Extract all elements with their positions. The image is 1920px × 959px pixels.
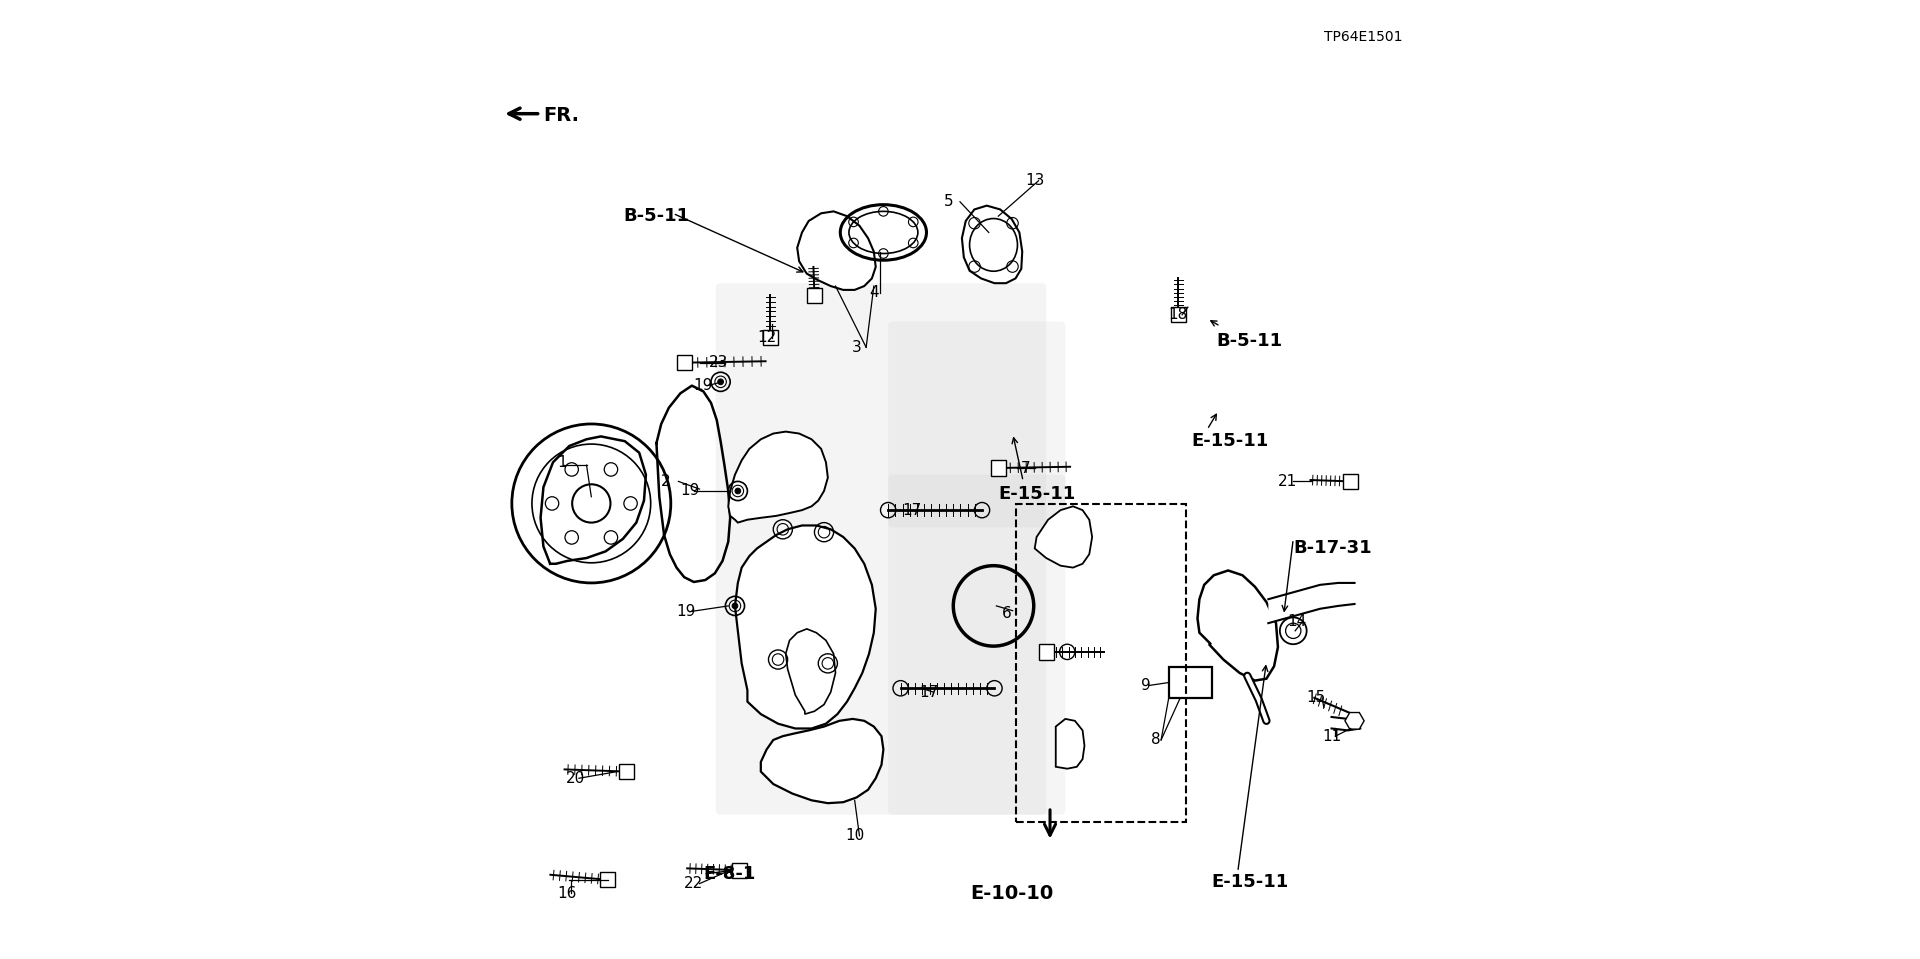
Text: 5: 5 [945, 195, 954, 209]
Polygon shape [962, 205, 1021, 283]
Text: 19: 19 [680, 483, 699, 499]
Text: 11: 11 [1323, 729, 1342, 743]
Text: 10: 10 [845, 829, 864, 843]
Polygon shape [1171, 307, 1187, 322]
Text: B-5-11: B-5-11 [1217, 332, 1283, 350]
Text: FR.: FR. [543, 106, 580, 125]
Text: B-5-11: B-5-11 [622, 207, 689, 225]
Text: 2: 2 [660, 474, 670, 489]
Text: E-8-1: E-8-1 [703, 865, 756, 883]
Text: 3: 3 [852, 339, 862, 355]
Text: 15: 15 [1308, 690, 1327, 705]
Text: TP64E1501: TP64E1501 [1325, 30, 1402, 44]
Polygon shape [1039, 644, 1054, 660]
Polygon shape [618, 764, 634, 780]
Polygon shape [806, 288, 822, 303]
Polygon shape [735, 526, 876, 729]
Text: 19: 19 [676, 604, 695, 620]
Polygon shape [599, 872, 614, 887]
Polygon shape [762, 330, 778, 345]
Polygon shape [1198, 571, 1279, 681]
Text: 1: 1 [559, 455, 568, 470]
Text: E-15-11: E-15-11 [1212, 873, 1288, 891]
Polygon shape [785, 629, 835, 714]
Polygon shape [732, 862, 747, 877]
Text: E-15-11: E-15-11 [998, 485, 1075, 503]
Text: 12: 12 [756, 330, 776, 345]
Text: E-15-11: E-15-11 [1192, 433, 1269, 450]
Text: 13: 13 [1025, 174, 1044, 188]
Text: 19: 19 [693, 378, 712, 393]
Polygon shape [1056, 719, 1085, 769]
Polygon shape [760, 719, 883, 804]
Text: 6: 6 [1002, 606, 1012, 621]
Circle shape [732, 603, 737, 609]
Text: 23: 23 [708, 355, 728, 370]
Bar [1169, 667, 1212, 698]
Text: E-10-10: E-10-10 [970, 883, 1054, 902]
Polygon shape [991, 460, 1006, 476]
Text: 18: 18 [1169, 307, 1188, 322]
Circle shape [718, 379, 724, 385]
Polygon shape [728, 432, 828, 523]
Text: 22: 22 [684, 877, 703, 891]
Text: 8: 8 [1152, 733, 1162, 747]
Text: B-17-31: B-17-31 [1294, 540, 1373, 557]
Polygon shape [1344, 474, 1357, 489]
Text: 9: 9 [1140, 678, 1150, 693]
Text: 16: 16 [557, 886, 578, 901]
Polygon shape [797, 211, 876, 290]
Polygon shape [1344, 713, 1363, 729]
Text: 20: 20 [564, 771, 586, 785]
Text: 4: 4 [870, 285, 879, 300]
Text: 17: 17 [902, 503, 922, 518]
Bar [1016, 504, 1187, 822]
Text: 7: 7 [1020, 460, 1029, 476]
FancyBboxPatch shape [716, 283, 1046, 814]
FancyBboxPatch shape [889, 321, 1066, 527]
Text: 14: 14 [1288, 614, 1308, 629]
Text: 17: 17 [920, 685, 939, 699]
FancyBboxPatch shape [889, 475, 1066, 814]
Polygon shape [1035, 506, 1092, 568]
Text: 21: 21 [1279, 474, 1298, 489]
Circle shape [735, 488, 741, 494]
Polygon shape [676, 355, 691, 370]
